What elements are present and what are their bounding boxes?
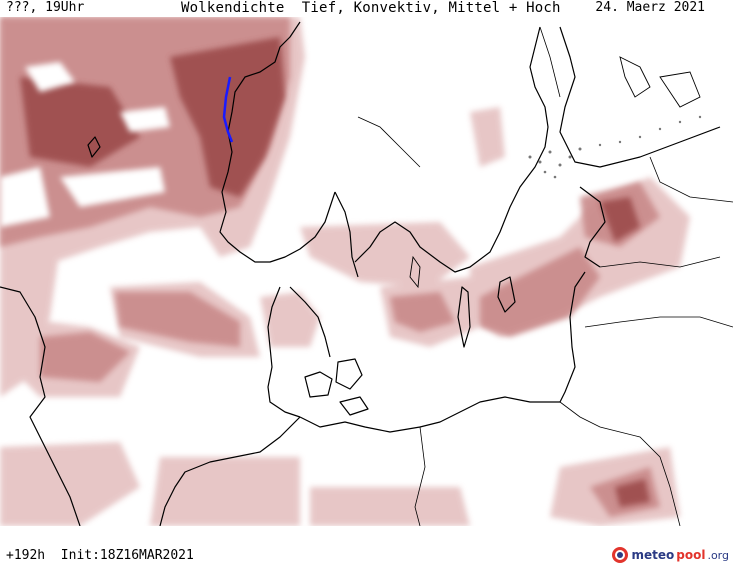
cloud-layer-dark <box>20 37 650 507</box>
lakes <box>409 56 701 289</box>
coastlines <box>0 21 721 526</box>
forecast-date: 24. Maerz 2021 <box>595 0 705 15</box>
forecast-time-label: ???, 19Uhr <box>6 0 85 15</box>
meteopool-logo[interactable]: meteo pool .org <box>611 546 729 564</box>
meteopool-logo-icon <box>612 547 629 563</box>
brand-part-3: .org <box>707 548 729 562</box>
sea-ice-speckle <box>528 115 702 179</box>
brand-part-1: meteo <box>631 548 675 562</box>
model-run-info: +192h Init:18Z16MAR2021 <box>6 548 194 563</box>
cloud-density-map <box>0 17 733 526</box>
convective-precip-blue <box>222 76 234 143</box>
clear-sky-gaps <box>0 62 170 227</box>
map-title: Wolkendichte Tief, Konvektiv, Mittel + H… <box>181 0 561 16</box>
country-borders <box>357 26 733 526</box>
brand-part-2: pool <box>676 548 706 562</box>
